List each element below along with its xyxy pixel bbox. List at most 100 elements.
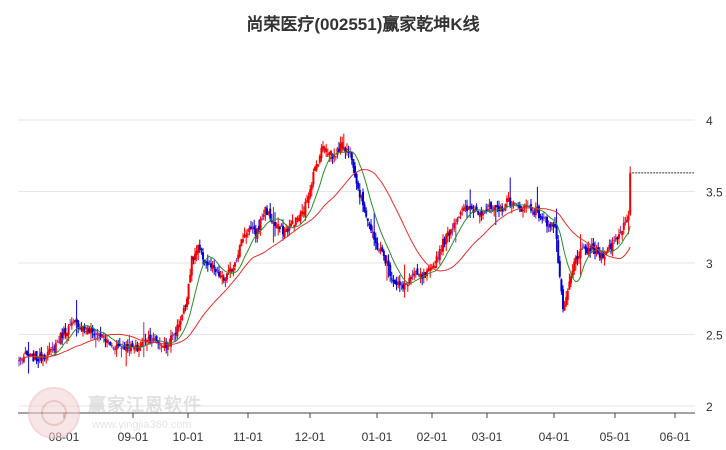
candle-body xyxy=(573,261,576,272)
candle-body xyxy=(216,269,219,271)
candle-body xyxy=(266,208,268,215)
watermark-url: www.yingjia360.com xyxy=(92,419,192,431)
candle-body xyxy=(86,327,89,334)
candle-body xyxy=(240,239,243,247)
candle-body xyxy=(226,273,228,280)
candle-body xyxy=(624,222,627,224)
candle-body xyxy=(566,290,569,300)
ma-long-line xyxy=(18,169,631,361)
candle-body xyxy=(26,351,28,355)
candle-body xyxy=(533,211,536,215)
candle-body xyxy=(427,268,430,272)
candle-body xyxy=(245,234,248,237)
candle-body xyxy=(202,252,204,260)
candle-body xyxy=(485,209,488,212)
candle-body xyxy=(402,285,404,289)
candle-body xyxy=(512,202,515,206)
candle-body xyxy=(397,283,400,285)
candle-body xyxy=(302,212,305,215)
candle-body xyxy=(290,223,292,227)
candle-body xyxy=(478,213,481,217)
y-tick-label: 3 xyxy=(706,257,713,271)
candle-body xyxy=(395,281,398,286)
candle-body xyxy=(486,208,489,211)
candle-body xyxy=(181,314,184,320)
candle-body xyxy=(371,231,374,233)
candle-body xyxy=(578,256,580,258)
candle-body xyxy=(211,264,214,269)
candle-body xyxy=(394,280,396,284)
candle-body xyxy=(595,248,598,255)
candle-body xyxy=(218,271,220,277)
candle-body xyxy=(534,208,537,216)
candle-body xyxy=(18,360,20,362)
candle-body xyxy=(480,210,483,216)
candle-body xyxy=(306,200,308,202)
candle-body xyxy=(386,262,388,264)
candle-body xyxy=(278,226,281,230)
candle-body xyxy=(174,332,177,335)
candle-body xyxy=(547,226,550,228)
candle-body xyxy=(54,343,57,354)
candle-body xyxy=(294,217,297,226)
candle-body xyxy=(61,332,64,338)
candle-body xyxy=(602,251,604,259)
candle-body xyxy=(374,237,377,244)
candle-body xyxy=(243,234,246,238)
label-layer: 22.533.5408-0109-0110-0111-0112-0101-010… xyxy=(49,114,723,444)
candle-body xyxy=(261,218,264,220)
candle-body xyxy=(400,284,403,286)
candle-body xyxy=(307,196,310,204)
candle-body xyxy=(214,269,217,272)
candle-body xyxy=(328,152,331,156)
candle-body xyxy=(614,238,617,240)
candle-body xyxy=(408,277,411,283)
candle-body xyxy=(354,165,356,177)
candle-body xyxy=(390,278,393,280)
candle-body xyxy=(115,345,118,350)
candle-body xyxy=(227,269,230,272)
candle-body xyxy=(454,223,457,225)
x-tick-label: 09-01 xyxy=(118,430,149,444)
candle-body xyxy=(286,228,289,232)
candle-body xyxy=(184,305,187,308)
candle-body xyxy=(592,243,595,249)
candle-body xyxy=(341,141,344,149)
candle-body xyxy=(539,216,542,218)
candle-body xyxy=(170,335,172,347)
candle-body xyxy=(491,208,494,210)
candle-body xyxy=(107,342,110,344)
candle-body xyxy=(606,247,609,252)
candle-body xyxy=(182,307,185,314)
candle-body xyxy=(254,228,257,237)
candle-body xyxy=(230,269,233,271)
candle-body xyxy=(549,223,552,228)
candle-body xyxy=(579,248,582,259)
candle-body xyxy=(339,143,342,153)
candle-body xyxy=(298,217,300,221)
candle-body xyxy=(315,164,318,170)
candle-body xyxy=(376,242,379,250)
candle-body xyxy=(530,204,532,211)
candle-body xyxy=(139,345,142,347)
candle-body xyxy=(517,205,520,207)
x-tick-label: 01-01 xyxy=(362,430,393,444)
candle-body xyxy=(29,353,32,356)
candle-body xyxy=(483,211,486,213)
grid-layer xyxy=(18,119,695,407)
candle-body xyxy=(470,206,473,210)
candle-body xyxy=(157,341,160,344)
candle-body xyxy=(248,227,251,232)
candle-body xyxy=(558,260,561,277)
candle-body xyxy=(326,154,329,156)
candle-body xyxy=(445,234,448,245)
candle-body xyxy=(131,343,134,347)
candle-body xyxy=(462,208,465,212)
candle-body xyxy=(22,356,25,363)
candle-body xyxy=(355,174,358,184)
candle-body xyxy=(582,246,585,248)
candle-body xyxy=(629,172,632,215)
candle-body xyxy=(142,339,145,341)
candle-body xyxy=(200,248,203,251)
candle-body xyxy=(523,205,526,209)
